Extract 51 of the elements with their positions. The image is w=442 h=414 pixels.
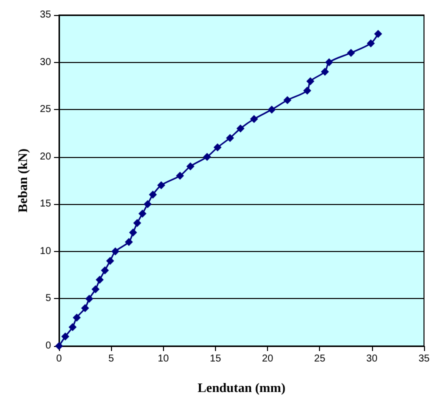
point [92,285,100,294]
point [306,77,314,86]
x-tick-label: 25 [314,354,326,364]
point [347,48,356,57]
point [68,323,77,332]
point [325,58,334,66]
point [250,115,258,124]
x-tick-label: 20 [262,354,274,364]
y-tick-label: 5 [45,293,52,304]
x-tick-label: 5 [108,354,114,364]
point [366,39,375,48]
point [106,256,114,265]
point [100,266,109,274]
point [111,247,120,256]
x-axis-title: Lendutan (mm) [198,380,286,395]
point [148,190,157,199]
y-tick-label: 15 [40,198,52,210]
y-tick-label: 30 [40,56,52,68]
point [72,314,81,322]
y-tick-label: 20 [40,151,52,162]
point [203,152,212,161]
y-tick-label: 10 [40,246,52,257]
point [81,304,90,312]
point [129,228,138,237]
x-tick-label: 35 [418,354,430,364]
point [85,294,94,303]
point [133,219,142,228]
point [268,106,276,114]
point [236,124,244,132]
point [226,134,234,142]
y-tick-label: 35 [40,10,52,20]
point [144,200,152,208]
point [374,30,382,38]
point [61,332,70,341]
point [138,210,146,218]
point [214,143,222,152]
x-tick-label: 0 [56,354,62,364]
point [320,68,329,76]
point [186,162,194,170]
point [283,96,292,104]
y-axis-title: Beban (kN) [15,148,30,212]
point [176,172,184,180]
x-tick-label: 15 [210,354,222,364]
point [303,86,312,95]
point [157,181,166,190]
point [124,238,133,246]
point [96,276,104,284]
y-tick-label: 0 [45,340,52,352]
x-tick-label: 10 [158,354,170,364]
x-tick-label: 30 [366,354,378,364]
y-tick-label: 25 [40,104,52,116]
